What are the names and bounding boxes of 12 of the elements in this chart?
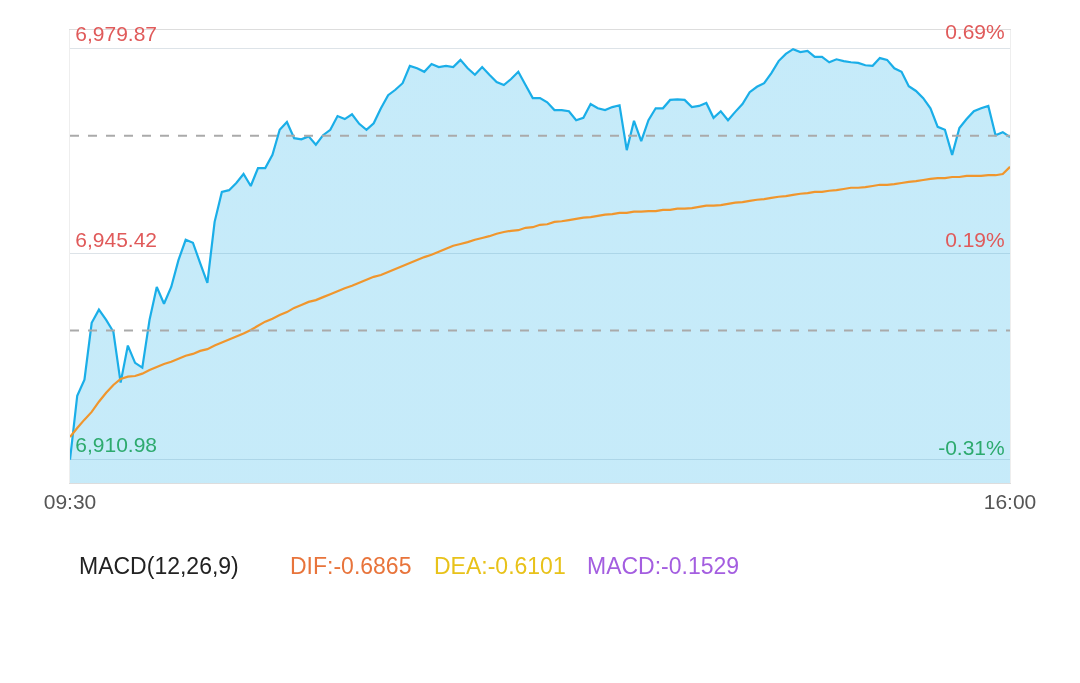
x-tick-label: 09:30	[43, 490, 97, 514]
y-tick-label: 6,979.87	[75, 21, 158, 45]
text: MACD:-0.1529	[587, 553, 740, 579]
y2-tick-label: 0.19%	[945, 228, 1005, 252]
x-tick-label: 16:00	[983, 490, 1037, 514]
text: MACD(12,26,9)	[79, 553, 239, 579]
y2-tick-label: -0.31%	[938, 435, 1005, 459]
y-tick-label: 6,910.98	[75, 433, 158, 457]
y2-tick-label: 0.69%	[945, 20, 1005, 44]
y-tick-label: 6,945.42	[75, 227, 158, 251]
text: DIF:-0.6865	[290, 553, 412, 579]
text: DEA:-0.6101	[434, 553, 566, 579]
